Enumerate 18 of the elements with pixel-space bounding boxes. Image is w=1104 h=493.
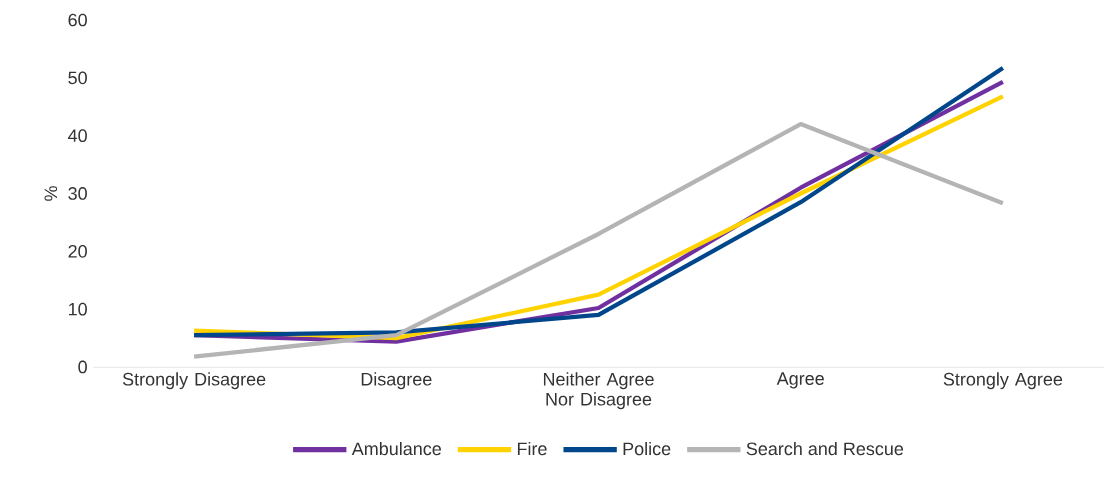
y-axis-title: % xyxy=(44,186,58,201)
y-tick-label: 30 xyxy=(68,187,87,200)
x-tick-label: Strongly Agree xyxy=(943,372,1063,390)
y-tick-label: 20 xyxy=(68,244,87,258)
legend-label: Police xyxy=(623,441,671,456)
y-tick-label: 50 xyxy=(68,71,87,85)
legend-label: Fire xyxy=(517,441,547,456)
x-tick-label: Neither Agree Nor Disagree xyxy=(543,372,654,410)
x-tick-label: Strongly Disagree xyxy=(122,372,266,390)
y-tick-label: 0 xyxy=(78,360,87,374)
y-tick-label: 40 xyxy=(68,129,87,143)
x-tick-label: Agree xyxy=(776,372,824,389)
line-series xyxy=(191,121,1006,359)
y-tick-label: 10 xyxy=(69,302,87,316)
legend-label: Ambulance xyxy=(351,441,441,456)
legend-label: Search and Rescue xyxy=(746,441,904,456)
y-tick-label: 60 xyxy=(68,13,87,27)
x-tick-label: Disagree xyxy=(361,372,432,390)
